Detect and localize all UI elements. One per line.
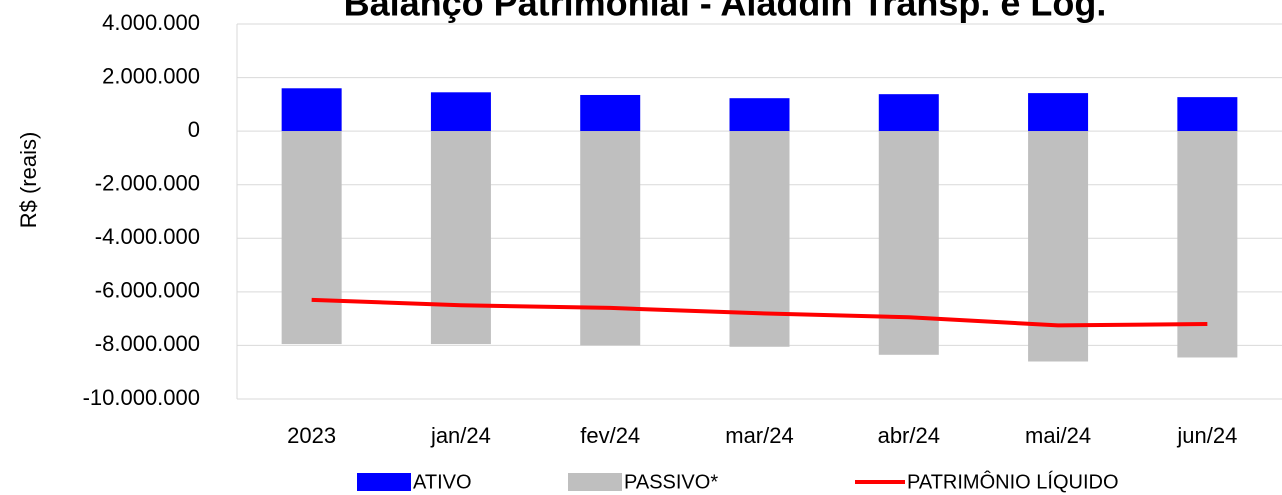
bar	[281, 88, 342, 132]
chart-title: Balanço Patrimonial - Aladdin Transp. e …	[344, 0, 1107, 24]
bar	[1177, 97, 1238, 132]
bar	[430, 131, 491, 345]
y-tick-label: -8.000.000	[95, 331, 200, 356]
legend-label: PATRIMÔNIO LÍQUIDO	[907, 470, 1119, 493]
x-tick-label: mai/24	[1025, 423, 1091, 448]
bar	[580, 131, 641, 346]
bar	[1177, 131, 1238, 358]
y-tick-label: -6.000.000	[95, 278, 200, 303]
line	[311, 297, 1208, 328]
x-tick-label: abr/24	[878, 423, 940, 448]
bar	[878, 131, 939, 355]
y-axis-label: R$ (reais)	[16, 132, 41, 229]
legend-swatch	[568, 473, 622, 491]
x-tick-label: jan/24	[430, 423, 491, 448]
x-tick-label: fev/24	[580, 423, 640, 448]
bar	[1028, 93, 1089, 132]
legend-label: PASSIVO*	[624, 471, 718, 493]
bar	[580, 94, 641, 132]
y-tick-label: -2.000.000	[95, 171, 200, 196]
legend-swatch	[357, 473, 411, 491]
bar	[281, 131, 342, 345]
legend-label: ATIVO	[413, 471, 472, 493]
x-tick-label: jun/24	[1176, 423, 1237, 448]
x-tick-label: 2023	[287, 423, 336, 448]
x-tick-label: mar/24	[725, 423, 793, 448]
y-tick-label: 2.000.000	[102, 63, 200, 88]
y-tick-label: 0	[188, 117, 200, 142]
y-tick-label: -10.000.000	[83, 385, 200, 410]
bar	[878, 94, 939, 132]
bar	[430, 92, 491, 132]
y-tick-label: 4.000.000	[102, 10, 200, 35]
bar	[729, 98, 790, 132]
y-tick-label: -4.000.000	[95, 224, 200, 249]
